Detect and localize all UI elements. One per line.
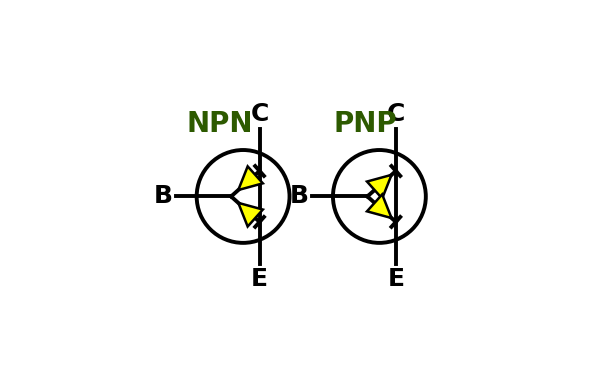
Text: C: C [386,102,405,126]
Text: E: E [388,267,404,291]
Text: B: B [290,184,309,209]
Text: PNP: PNP [334,110,397,138]
Text: B: B [154,184,173,209]
Text: NPN: NPN [187,110,253,138]
Polygon shape [367,175,392,198]
Text: C: C [250,102,269,126]
Polygon shape [238,203,263,226]
Text: E: E [251,267,268,291]
Polygon shape [238,166,263,190]
Polygon shape [367,194,392,218]
